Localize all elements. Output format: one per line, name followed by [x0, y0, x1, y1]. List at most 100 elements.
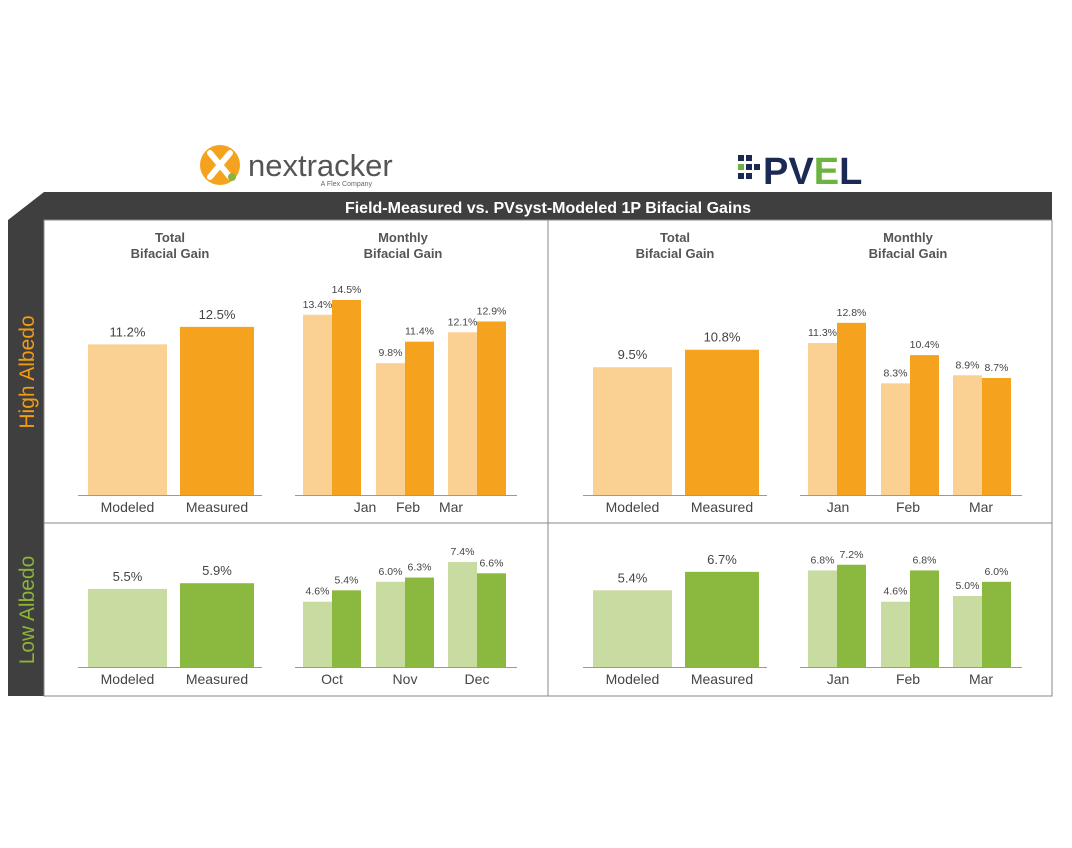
category-label: Feb: [896, 499, 920, 515]
side-bar: [8, 220, 44, 696]
title-bar: [8, 192, 1052, 220]
data-label: 5.0%: [956, 580, 980, 592]
bar-modeled: [593, 367, 672, 495]
pvel-logo-text-pv: PV: [763, 151, 814, 193]
data-label: 10.4%: [910, 339, 940, 351]
bar-measured: [180, 583, 254, 667]
chart-pv-high-monthly: 11.3%12.8% Jan 8.3% 10.4% Feb 8.9% 8.7% Mar: [800, 307, 1022, 515]
data-label: 7.4%: [451, 546, 475, 558]
category-label: Modeled: [606, 671, 660, 687]
header-nextracker-monthly: Monthly Bifacial Gain: [364, 230, 443, 261]
row-label-high-albedo: High Albedo: [16, 315, 39, 428]
data-label: 6.8%: [913, 554, 937, 566]
chart-pv-low-monthly: 6.8% 7.2% Jan 4.6% 6.8% Feb 5.0% 6.0% Mar: [800, 549, 1022, 687]
charts: 11.2% Modeled 12.5% Measured 13.4% 14.5% Jan 9.…: [78, 284, 1022, 687]
category-label: Mar: [439, 499, 463, 515]
data-label: 6.8%: [811, 554, 835, 566]
bar-mar-measured: [477, 321, 506, 495]
data-label: 6.0%: [985, 566, 1009, 578]
nextracker-logo-dot: [228, 173, 236, 181]
category-label: Feb: [896, 671, 920, 687]
nextracker-logo: nextracker A Flex Company: [200, 145, 393, 188]
category-label: Jan: [827, 499, 850, 515]
nextracker-logo-x: [207, 150, 233, 180]
bar-mar-modeled: [448, 332, 477, 495]
bar-nov-measured: [405, 577, 434, 667]
chart-nx-low-monthly: 4.6% 5.4% Oct 6.0% 6.3% Nov 7.4% 6.6% Dec: [295, 546, 517, 687]
header-monthly-line2: Bifacial Gain: [364, 246, 443, 261]
bar-feb-modeled: [881, 383, 910, 495]
data-label: 9.5%: [618, 347, 648, 362]
category-label: Measured: [691, 499, 753, 515]
bar-feb-measured: [405, 341, 434, 495]
bar-feb-modeled: [881, 601, 910, 667]
bar-oct-modeled: [303, 601, 332, 667]
chart-pv-high-total: 9.5% Modeled 10.8% Measured: [583, 330, 767, 515]
header-monthly-line2: Bifacial Gain: [869, 246, 948, 261]
nextracker-logo-tagline: A Flex Company: [321, 181, 373, 188]
bar-measured: [685, 349, 759, 495]
data-label: 5.4%: [335, 574, 359, 586]
data-label: 11.3%: [808, 327, 837, 339]
data-label: 12.8%: [837, 307, 867, 319]
category-label: Feb: [396, 499, 420, 515]
bar-modeled: [88, 588, 167, 667]
bar-mar-modeled: [953, 596, 982, 667]
data-label: 4.6%: [884, 586, 908, 598]
data-label: 12.9%: [477, 305, 507, 317]
row-label-low-albedo: Low Albedo: [16, 556, 39, 665]
category-label: Oct: [321, 671, 343, 687]
bar-modeled: [593, 590, 672, 667]
bar-jan-modeled: [303, 314, 332, 495]
category-label: Dec: [465, 671, 490, 687]
header-monthly-line1: Monthly: [883, 230, 934, 245]
bar-jan-measured: [837, 564, 866, 667]
pvel-logo: PVEL: [738, 151, 862, 193]
category-label: Modeled: [606, 499, 660, 515]
bar-feb-modeled: [376, 363, 405, 495]
header-pvel-total: Total Bifacial Gain: [636, 230, 715, 261]
category-label: Mar: [969, 671, 993, 687]
data-label: 14.5%: [332, 284, 362, 296]
data-label: 11.2%: [110, 324, 146, 339]
bar-feb-measured: [910, 355, 939, 495]
bar-measured: [180, 326, 254, 495]
category-label: Mar: [969, 499, 993, 515]
data-label: 6.7%: [707, 552, 737, 567]
pvel-logo-text-l: L: [839, 151, 862, 193]
bar-jan-measured: [332, 299, 361, 495]
category-label: Measured: [186, 499, 248, 515]
bar-oct-measured: [332, 590, 361, 667]
pvel-logo-text-e: E: [814, 151, 839, 193]
chart-title: Field-Measured vs. PVsyst-Modeled 1P Bif…: [345, 200, 751, 217]
header-monthly-line1: Monthly: [378, 230, 429, 245]
header-pvel-monthly: Monthly Bifacial Gain: [869, 230, 948, 261]
data-label: 4.6%: [306, 586, 330, 598]
category-label: Jan: [827, 671, 850, 687]
pvel-logo-mark: [738, 155, 760, 179]
category-label: Measured: [186, 671, 248, 687]
data-label: 8.9%: [956, 359, 980, 371]
bar-modeled: [88, 344, 167, 495]
header-total-line1: Total: [155, 230, 185, 245]
nextracker-logo-text: nextracker: [248, 148, 393, 183]
data-label: 10.8%: [704, 330, 741, 345]
chart-nx-low-total: 5.5% Modeled 5.9% Measured: [78, 563, 262, 687]
header-nextracker-total: Total Bifacial Gain: [131, 230, 210, 261]
chart-nx-high-monthly: 13.4% 14.5% Jan 9.8%11.4% Feb 12.1%12.9% Mar: [295, 284, 517, 515]
data-label: 6.6%: [480, 557, 504, 569]
data-label: 7.2%: [840, 549, 864, 561]
pvel-logo-text: PVEL: [763, 151, 862, 193]
bar-dec-modeled: [448, 561, 477, 667]
category-label: Modeled: [101, 671, 155, 687]
bar-jan-measured: [837, 322, 866, 495]
data-label: 6.3%: [408, 562, 432, 574]
header-total-line2: Bifacial Gain: [636, 246, 715, 261]
data-label: 6.0%: [379, 566, 403, 578]
header-total-line1: Total: [660, 230, 690, 245]
data-label: 8.7%: [985, 362, 1009, 374]
data-label: 13.4%: [303, 299, 333, 311]
data-label: 12.1%: [448, 316, 478, 328]
category-label: Modeled: [101, 499, 155, 515]
